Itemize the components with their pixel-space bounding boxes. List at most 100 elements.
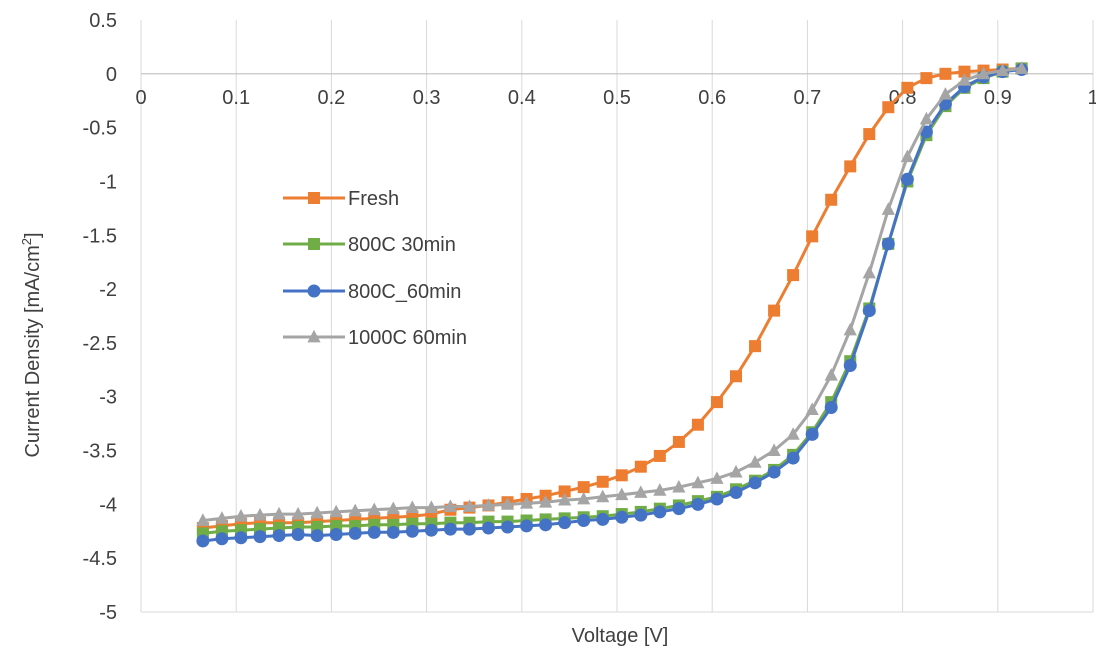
- data-point: [577, 514, 591, 528]
- data-point: [653, 449, 666, 462]
- data-point: [1015, 61, 1029, 74]
- data-point: [786, 451, 800, 465]
- data-point: [691, 475, 705, 489]
- data-point: [767, 465, 781, 479]
- data-point: [691, 497, 705, 511]
- data-point: [805, 427, 819, 441]
- data-point: [710, 492, 724, 506]
- data-point: [348, 526, 362, 540]
- data-point: [881, 237, 895, 251]
- data-point: [881, 202, 895, 215]
- y-axis-title: Current Density [mA/cm2]: [19, 232, 44, 457]
- data-point: [691, 418, 704, 431]
- data-point: [215, 511, 229, 524]
- data-point: [805, 402, 819, 416]
- data-point: [710, 396, 723, 409]
- series-line: [202, 66, 1022, 535]
- data-point: [863, 128, 876, 141]
- data-point: [710, 471, 724, 484]
- data-point: [843, 359, 857, 373]
- grid-lines: [235, 20, 1094, 612]
- data-point: [844, 160, 857, 173]
- data-point: [615, 469, 628, 482]
- data-point: [520, 519, 534, 533]
- legend-item: 800C 30min: [283, 234, 456, 256]
- x-tick-label: 1: [1087, 87, 1096, 109]
- x-tick-labels: 0 0.1 0.2 0.3 0.4 0.5 0.6 0.7 0.8 0.9 1: [135, 87, 1096, 109]
- y-tick-label: -3: [99, 387, 117, 409]
- y-tick-labels: 0.5 0 -0.5 -1 -1.5 -2 -2.5 -3 -3.5 -4 -4.5 -5: [83, 10, 117, 624]
- data-point: [615, 487, 629, 501]
- x-tick-label: 0.5: [603, 87, 631, 109]
- series-3: [196, 63, 1029, 548]
- data-point: [976, 66, 991, 80]
- data-point: [558, 492, 572, 506]
- data-point: [900, 149, 914, 163]
- data-point: [367, 502, 381, 516]
- y-tick-label: -0.5: [83, 118, 117, 140]
- legend-item: Fresh: [283, 188, 399, 210]
- data-point: [558, 485, 571, 498]
- data-point: [768, 304, 781, 317]
- data-point: [862, 265, 876, 279]
- data-point: [882, 101, 895, 114]
- data-point: [310, 505, 324, 519]
- data-point: [749, 340, 762, 353]
- data-point: [825, 193, 838, 206]
- data-point: [615, 510, 629, 524]
- data-point: [234, 509, 248, 522]
- data-point: [634, 508, 648, 522]
- data-point: [443, 522, 457, 536]
- legend-label: 1000C 60min: [348, 327, 467, 349]
- x-tick-label: 0: [135, 87, 146, 109]
- data-point: [501, 520, 515, 534]
- legend-marker: [307, 329, 321, 343]
- data-point: [462, 522, 476, 536]
- x-tick-label: 0.7: [793, 87, 821, 109]
- data-point: [253, 530, 267, 544]
- data-point: [729, 486, 743, 500]
- data-point: [767, 443, 781, 456]
- data-point: [405, 500, 419, 513]
- x-tick-label: 0.2: [317, 87, 345, 109]
- data-point: [787, 269, 800, 282]
- data-point: [272, 506, 286, 520]
- legend-item: 1000C 60min: [283, 327, 467, 349]
- y-tick-label: -1.5: [83, 225, 117, 247]
- data-point: [958, 65, 971, 78]
- x-tick-label: 0.3: [413, 87, 441, 109]
- y-tick-label: 0.5: [89, 10, 117, 32]
- series-line: [202, 68, 1022, 543]
- data-point: [843, 322, 857, 336]
- data-point: [957, 73, 972, 86]
- data-point: [481, 498, 496, 511]
- data-point: [406, 510, 419, 523]
- legend: Fresh 800C 30min 800C_60min 1000C 60min: [283, 188, 467, 349]
- data-point: [481, 521, 495, 535]
- data-point: [253, 507, 267, 521]
- data-point: [634, 485, 648, 498]
- legend-label: 800C_60min: [348, 281, 461, 303]
- data-point: [730, 370, 742, 383]
- data-point: [424, 523, 438, 537]
- data-point: [310, 529, 324, 543]
- data-point: [938, 87, 953, 100]
- data-point: [367, 525, 381, 539]
- data-point: [196, 513, 210, 526]
- data-point: [539, 518, 553, 532]
- data-point: [386, 525, 400, 539]
- y-tick-label: -1: [99, 171, 117, 193]
- series-line: [202, 66, 1022, 530]
- y-tick-label: -3.5: [83, 441, 117, 463]
- data-point: [386, 501, 400, 515]
- data-point: [558, 516, 572, 530]
- legend-marker: [308, 192, 320, 204]
- axes: [140, 20, 1093, 613]
- y-tick-label: -2: [99, 279, 117, 301]
- data-point: [729, 464, 743, 478]
- y-tick-label: -2.5: [83, 333, 117, 355]
- series-4: [196, 61, 1029, 526]
- data-point: [462, 499, 477, 512]
- legend-label: Fresh: [348, 188, 399, 210]
